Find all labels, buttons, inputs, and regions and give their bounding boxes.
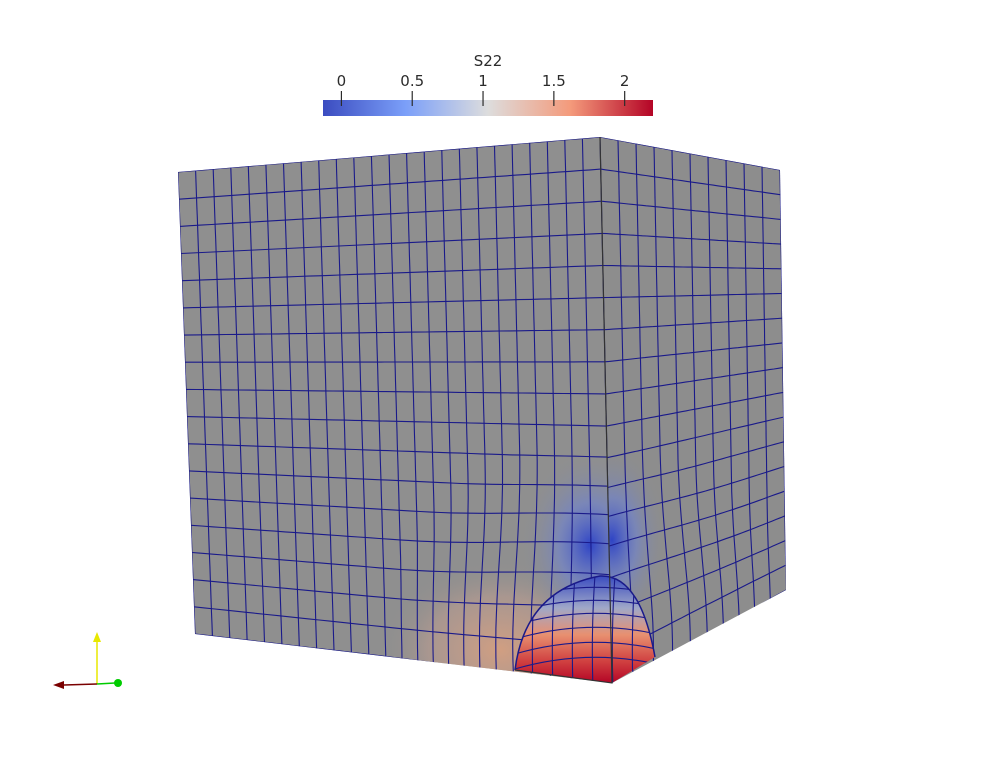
mesh-line (441, 150, 452, 665)
hole-surface (515, 575, 655, 683)
mesh-line (493, 145, 504, 673)
mesh-face-right (600, 137, 786, 683)
mesh-line (600, 168, 781, 196)
mesh-line (192, 579, 612, 610)
mesh-line (191, 551, 612, 576)
color-legend-tick-label: 1 (478, 72, 488, 90)
x-axis-arrow-icon (63, 683, 98, 686)
mesh-face-left (178, 137, 612, 683)
color-legend-tick-label: 1.5 (542, 72, 566, 90)
mesh-line (725, 160, 740, 617)
hole-rim (514, 575, 656, 671)
mesh-line (602, 264, 782, 270)
mesh-line (608, 465, 785, 517)
mesh-line (188, 470, 609, 487)
mesh-line (600, 137, 781, 171)
mesh-line (515, 656, 655, 673)
mesh-line (183, 329, 605, 336)
face-left-surface (178, 137, 612, 683)
mesh-line (779, 169, 786, 590)
color-legend-bar (323, 100, 653, 116)
mesh-line (601, 200, 781, 220)
mesh-line (635, 143, 655, 669)
mesh-line (607, 441, 785, 489)
mesh-line (653, 146, 674, 658)
mesh-line (608, 490, 785, 547)
color-legend-tick-label: 0.5 (400, 72, 424, 90)
mesh-line (591, 575, 596, 683)
mesh-line (606, 416, 784, 459)
mesh-line (180, 232, 603, 255)
mesh-line (388, 154, 403, 659)
mesh-line (476, 147, 486, 670)
mesh-line (187, 443, 608, 458)
mesh-line (458, 148, 469, 668)
orientation-axes[interactable] (53, 632, 122, 689)
mesh-line (546, 141, 556, 681)
mesh-line (761, 166, 771, 599)
color-legend: S22 0 0.5 1 1.5 2 (323, 52, 653, 116)
mesh-line (605, 367, 783, 395)
mesh-line (247, 166, 266, 643)
mesh-line (511, 144, 521, 675)
stress-concentration-low-right (600, 445, 667, 635)
mesh-line (300, 161, 318, 649)
mesh-line (515, 641, 655, 658)
mesh-line (282, 163, 300, 647)
mesh-line (529, 142, 538, 678)
mesh-line (564, 139, 573, 683)
mesh-line (602, 232, 782, 245)
color-legend-title: S22 (474, 52, 503, 70)
mesh-line (353, 157, 370, 655)
mesh-line (318, 160, 335, 651)
mesh-line (370, 155, 387, 657)
mesh-line (603, 292, 782, 299)
color-legend-tick-label: 0 (337, 72, 347, 90)
mesh-line (604, 342, 783, 363)
mesh-line (707, 156, 724, 627)
mesh-line (743, 163, 756, 608)
mesh-line (671, 150, 691, 647)
outline-edge-bottom (514, 650, 613, 684)
z-axis-dot-icon (114, 679, 122, 687)
mesh-line (179, 200, 602, 227)
mesh-line (423, 151, 435, 663)
mesh-line (178, 168, 601, 200)
color-legend-ticks: 0 0.5 1 1.5 2 (337, 72, 630, 106)
mesh-line (604, 317, 783, 331)
x-axis-arrowhead-icon (53, 681, 64, 689)
mesh-line (265, 164, 283, 645)
color-legend-tick-label: 2 (620, 72, 630, 90)
mesh-line (609, 515, 786, 579)
y-axis-arrowhead-icon (93, 632, 101, 642)
mesh-line (212, 169, 231, 639)
mesh-line (606, 391, 784, 427)
mesh-line (230, 167, 248, 641)
mesh-line (182, 297, 604, 309)
outline-edge-vertical (599, 136, 613, 684)
mesh-line (185, 388, 606, 395)
mesh-line (610, 540, 786, 615)
mesh-line (335, 158, 352, 653)
z-axis-line-icon (96, 682, 116, 685)
mesh-line (181, 264, 603, 282)
mesh-line (406, 152, 419, 661)
mesh-line (189, 497, 609, 516)
mesh-line (195, 170, 213, 637)
mesh-line (611, 575, 616, 683)
mesh-line (190, 524, 611, 545)
mesh-outline (514, 136, 613, 684)
mesh-line (186, 416, 607, 427)
mesh-line (689, 153, 708, 637)
mesh-line (617, 140, 634, 681)
